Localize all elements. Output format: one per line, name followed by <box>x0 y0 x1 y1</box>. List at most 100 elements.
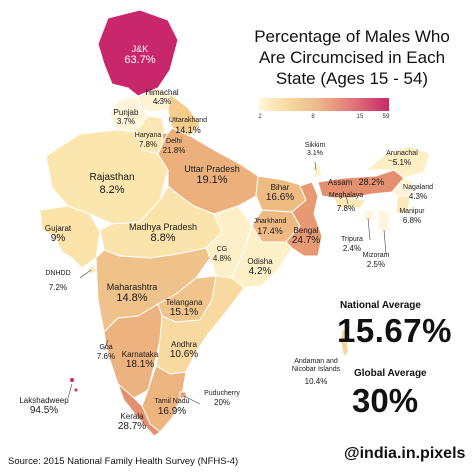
state-label-bengal: Bengal 24.7% <box>292 226 320 247</box>
region-mizoram <box>377 209 391 233</box>
state-value: 14.8% <box>116 292 148 305</box>
state-label-puducherry: Puducherry 20% <box>204 390 240 407</box>
leader-meghalaya <box>345 195 349 205</box>
state-label-mp: Madhya Pradesh 8.8% <box>129 222 197 245</box>
state-value: 7.2% <box>48 283 68 293</box>
leader-mizoram <box>383 229 387 255</box>
state-value: 4.2% <box>248 266 272 278</box>
state-name: Maharashtra <box>106 282 158 292</box>
leader-lakshadweep <box>67 383 73 399</box>
region-gujarat <box>39 205 101 269</box>
state-value: 10.4% <box>304 377 328 387</box>
state-label-tripura: Tripura 2.4% <box>341 236 363 253</box>
state-value: 2.5% <box>366 260 386 270</box>
state-name: Assam <box>327 178 353 187</box>
state-value: 24.7% <box>291 235 321 247</box>
region-dnhdd <box>87 265 97 275</box>
state-name: Kerala <box>120 412 144 421</box>
state-value: 4.3% <box>152 97 172 107</box>
state-value: 28.2% <box>358 177 385 187</box>
state-label-haryana: Haryana 7.8% <box>135 132 161 149</box>
state-label-up: Uttar Pradesh 19.1% <box>184 164 240 187</box>
state-name: Haryana <box>134 132 162 139</box>
state-value: 14.1% <box>175 125 201 136</box>
state-name: Meghalaya <box>328 192 364 199</box>
region-karnataka <box>103 303 163 399</box>
state-label-andhra: Andhra 10.6% <box>170 340 198 361</box>
state-label-nagaland: Nagaland 4.3% <box>403 184 433 201</box>
region-meghalaya <box>333 197 367 209</box>
state-label-manipur: Manipur 6.8% <box>399 208 424 225</box>
state-name: Delhi <box>166 138 182 145</box>
state-name: Arunachal <box>386 150 418 157</box>
state-value: 21.8% <box>162 146 186 156</box>
state-label-tamilnadu: Tamil Nadu 16.9% <box>154 398 189 418</box>
state-name: Nagaland <box>403 184 433 191</box>
state-name: Bengal <box>293 226 319 235</box>
region-andaman <box>340 329 349 357</box>
state-name: Bihar <box>270 183 290 192</box>
state-name: Manipur <box>399 208 425 215</box>
state-name: Andhra <box>171 340 197 349</box>
leader-himachal <box>155 99 161 105</box>
state-value: 7.8% <box>336 204 356 214</box>
state-label-lakshadweep: Lakshadweep 94.5% <box>19 396 68 417</box>
leader-dnhdd <box>79 269 92 279</box>
state-label-jharkhand: Jharkhand 17.4% <box>254 218 287 236</box>
leader-tripura <box>367 217 371 241</box>
state-name: Sikkim <box>304 142 326 149</box>
legend-tick: 2 <box>258 114 262 120</box>
state-value: 5.1% <box>392 158 412 168</box>
state-label-goa: Goa 7.6% <box>97 344 115 361</box>
state-name: DNHDD <box>45 270 71 277</box>
state-value: 8.8% <box>150 232 176 245</box>
state-label-uttarakhand: Uttarakhand 14.1% <box>169 117 207 135</box>
region-sikkim <box>311 163 323 179</box>
state-name: Andaman and <box>294 358 338 365</box>
leader-arunachal <box>387 159 397 163</box>
region-lakshadweep <box>70 378 74 382</box>
state-name: Uttarakhand <box>168 117 208 124</box>
state-value: 6.8% <box>402 216 422 226</box>
state-label-maharashtra: Maharashtra 14.8% <box>107 282 158 305</box>
state-value: 7.8% <box>138 140 158 150</box>
state-name: Tamil Nadu <box>154 398 190 405</box>
state-label-mizoram: Mizoram 2.5% <box>363 252 390 269</box>
state-label-dnhdd: DNHDD 7.2% <box>45 270 70 292</box>
state-value: 4.3% <box>408 192 428 202</box>
state-label-odisha: Odisha 4.2% <box>247 257 272 278</box>
state-label-kerala: Kerala 28.7% <box>118 412 146 433</box>
state-label-bihar: Bihar 16.6% <box>266 183 294 204</box>
region-lakshadweep-2 <box>74 388 78 392</box>
leader-goa <box>103 339 109 351</box>
state-name: Rajasthan <box>89 172 135 183</box>
state-label-delhi: Delhi 21.8% <box>163 138 186 155</box>
state-name: Karnataka <box>121 350 159 359</box>
state-value: 10.6% <box>169 349 199 361</box>
state-name: Mizoram <box>362 252 390 259</box>
source-note: Source: 2015 National Family Health Surv… <box>8 456 239 467</box>
global-average-label: Global Average <box>354 368 427 379</box>
state-value: 2.4% <box>342 244 362 254</box>
state-value: 17.4% <box>257 226 283 237</box>
state-label-himachal: Himachal 4.3% <box>145 88 178 106</box>
region-bengal <box>285 181 323 257</box>
region-manipur <box>395 195 411 215</box>
state-name: Himachal <box>145 88 179 97</box>
state-name: Goa <box>99 344 113 351</box>
state-value: 28.7% <box>117 421 147 433</box>
legend-tick: 15 <box>356 114 364 120</box>
state-name-line2: Nicobar Islands <box>291 366 341 374</box>
state-value: 94.5% <box>29 405 59 417</box>
national-average-label: National Average <box>340 300 421 311</box>
state-name: Punjab <box>113 108 139 117</box>
state-value: 3.7% <box>116 117 136 127</box>
author-handle: @india.in.pixels <box>344 445 466 462</box>
state-label-punjab: Punjab 3.7% <box>114 108 139 126</box>
state-label-jk: J&K 63.7% <box>124 44 155 67</box>
global-average-value: 30% <box>352 382 419 419</box>
state-value: 18.1% <box>125 359 155 371</box>
color-scale-legend <box>259 98 389 111</box>
